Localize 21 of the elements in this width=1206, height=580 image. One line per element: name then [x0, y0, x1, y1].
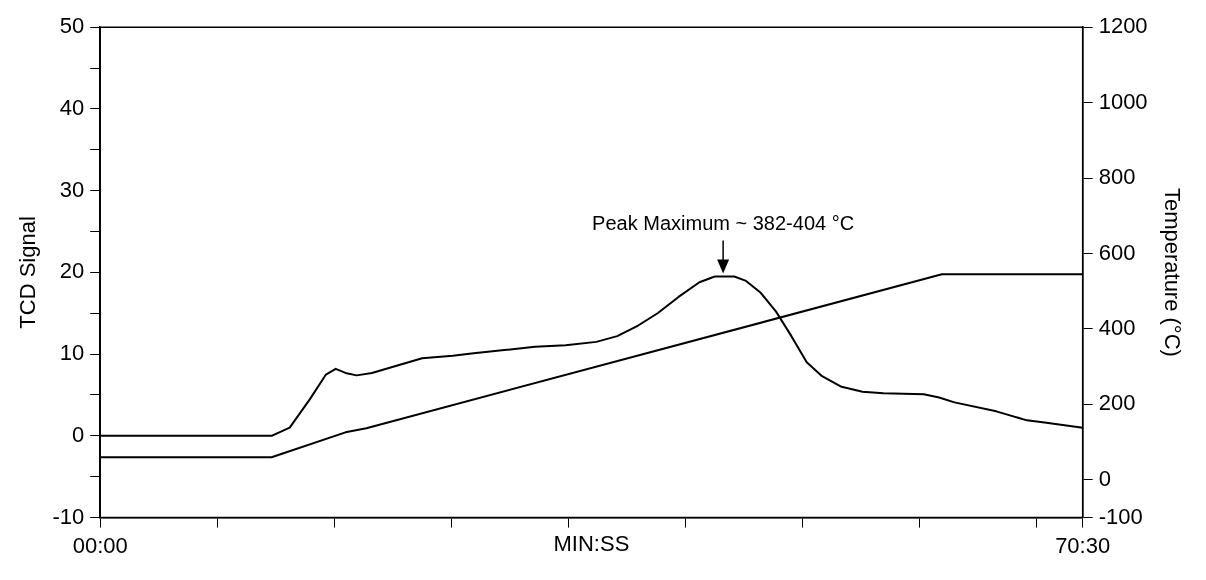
annotation: Peak Maximum ~ 382-404 °C: [592, 212, 855, 234]
y-tick-label: 0: [71, 421, 85, 447]
y-axis-title: TCD Signal: [15, 216, 41, 329]
y2-tick-label: 1000: [1098, 88, 1148, 114]
y2-tick-label: 0: [1098, 465, 1111, 491]
y2-tick-label: 200: [1098, 390, 1136, 416]
y2-tick-label: 800: [1098, 164, 1136, 190]
y2-tick-label: 600: [1098, 239, 1136, 265]
x-tick-label: 00:00: [72, 532, 128, 558]
y-tick-label: -10: [52, 503, 85, 529]
y2-tick-label: -100: [1098, 503, 1143, 529]
y-tick-label: 30: [59, 176, 85, 202]
x-axis-title: MIN:SS: [553, 530, 630, 556]
y-tick-label: 20: [59, 258, 85, 284]
y2-tick-label: 400: [1098, 315, 1136, 341]
y2-tick-label: 1200: [1098, 13, 1148, 39]
y2-axis-title: Temperature (°C): [1159, 187, 1185, 357]
y-tick-label: 40: [59, 95, 85, 120]
y-tick-label: 10: [59, 340, 85, 366]
x-tick-label: 70:30: [1055, 532, 1111, 558]
y-tick-label: 50: [59, 13, 85, 39]
